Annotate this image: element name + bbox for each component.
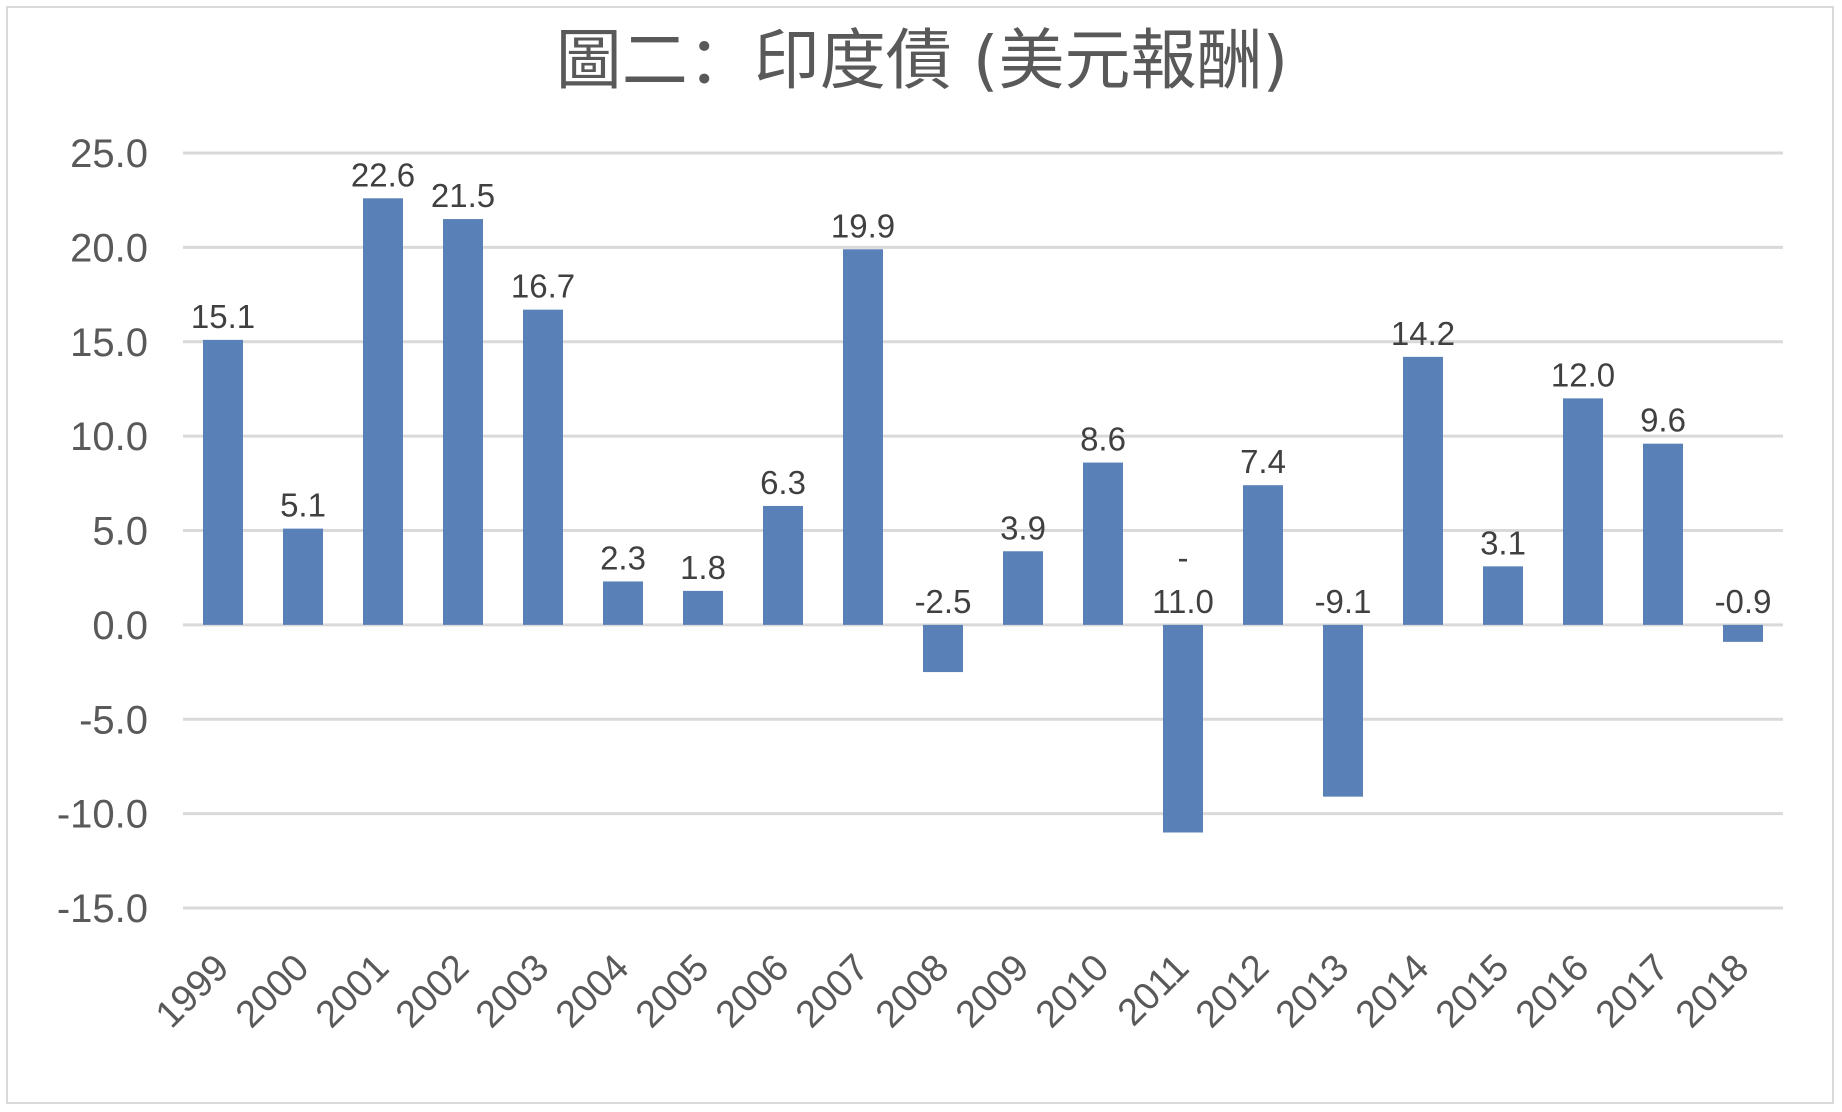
chart-frame: 圖二：印度債 (美元報酬) 25.0 20.0 15.0 10.0 5.0 0.0 -5.0… (6, 6, 1834, 1104)
bar-2011 (1163, 624, 1203, 833)
x-tick-label-2000: 2000 (228, 947, 317, 1036)
bar-2003 (523, 309, 563, 625)
bar-2006 (763, 505, 803, 625)
bar-2008 (923, 624, 963, 673)
bar-2010 (1083, 462, 1123, 625)
data-label-2001: 22.6 (351, 156, 415, 193)
bar-2012 (1243, 485, 1283, 625)
y-tick-label: 5.0 (92, 510, 148, 554)
x-tick-label-2016: 2016 (1508, 947, 1597, 1036)
x-tick-label-2001: 2001 (308, 947, 397, 1036)
y-tick-label: -10.0 (57, 793, 148, 837)
x-tick-label-1999: 1999 (148, 947, 237, 1036)
bar-2013 (1323, 624, 1363, 797)
data-label-2005: 1.8 (680, 549, 726, 586)
gridlines (183, 151, 1783, 910)
data-label-2010: 8.6 (1080, 421, 1126, 458)
x-tick-label-2006: 2006 (708, 947, 797, 1036)
bars (203, 198, 1763, 833)
x-tick-label-2014: 2014 (1348, 947, 1437, 1036)
data-label-2011: -11.0 (1152, 539, 1214, 620)
x-tick-label-2012: 2012 (1188, 947, 1277, 1036)
bar-1999 (203, 339, 243, 625)
data-label-2017: 9.6 (1640, 402, 1686, 439)
x-tick-label-2008: 2008 (868, 947, 957, 1036)
x-tick-label-2018: 2018 (1668, 947, 1757, 1036)
chart-title: 圖二：印度債 (美元報酬) (556, 22, 1288, 99)
y-tick-label: -5.0 (79, 698, 148, 742)
bar-2015 (1483, 566, 1523, 625)
data-label-2006: 6.3 (760, 464, 806, 501)
data-label-2015: 3.1 (1480, 524, 1526, 561)
x-tick-label-2002: 2002 (388, 947, 477, 1036)
data-labels: 15.1 5.1 22.6 21.5 16.7 2.3 1.8 6.3 19.9 -2.5 3.9 8… (191, 156, 1772, 620)
bar-2014 (1403, 356, 1443, 625)
x-axis-tick-labels: 1999200020012002200320042005200620072008… (148, 947, 1757, 1036)
data-label-2003: 16.7 (511, 268, 575, 305)
bar-2000 (283, 528, 323, 625)
data-label-2004: 2.3 (600, 539, 646, 576)
y-tick-label: 25.0 (70, 132, 148, 176)
data-label-2007: 19.9 (831, 207, 895, 244)
x-tick-label-2009: 2009 (948, 947, 1037, 1036)
bar-2018 (1723, 624, 1763, 642)
bar-2001 (363, 198, 403, 625)
bar-2004 (603, 581, 643, 625)
bar-chart: 圖二：印度債 (美元報酬) 25.0 20.0 15.0 10.0 5.0 0.0 -5.0… (57, 22, 1783, 1036)
x-tick-label-2010: 2010 (1028, 947, 1117, 1036)
data-label-2009: 3.9 (1000, 509, 1046, 546)
data-label-1999: 15.1 (191, 298, 255, 335)
x-tick-label-2003: 2003 (468, 947, 557, 1036)
data-label-2000: 5.1 (280, 487, 326, 524)
bar-2016 (1563, 398, 1603, 625)
data-label-2012: 7.4 (1240, 443, 1286, 480)
x-tick-label-2004: 2004 (548, 947, 637, 1036)
x-tick-label-2015: 2015 (1428, 947, 1517, 1036)
x-tick-label-2017: 2017 (1588, 947, 1677, 1036)
bar-2017 (1643, 443, 1683, 625)
y-axis-tick-labels: 25.0 20.0 15.0 10.0 5.0 0.0 -5.0 -10.0 -15.0 (57, 132, 148, 931)
data-label-2018: -0.9 (1715, 583, 1772, 620)
y-tick-label: 10.0 (70, 415, 148, 459)
data-label-2016: 12.0 (1551, 356, 1615, 393)
bar-2005 (683, 590, 723, 625)
bar-2009 (1003, 551, 1043, 625)
x-tick-label-2005: 2005 (628, 947, 717, 1036)
y-tick-label: 15.0 (70, 321, 148, 365)
x-tick-label-2013: 2013 (1268, 947, 1357, 1036)
bar-2007 (843, 249, 883, 625)
x-tick-label-2007: 2007 (788, 947, 877, 1036)
x-tick-label-2011: 2011 (1110, 947, 1197, 1034)
data-label-2002: 21.5 (431, 177, 495, 214)
data-label-2014: 14.2 (1391, 315, 1455, 352)
y-tick-label: 20.0 (70, 226, 148, 270)
y-tick-label: 0.0 (92, 604, 148, 648)
data-label-2008: -2.5 (915, 583, 972, 620)
data-label-2013: -9.1 (1315, 583, 1372, 620)
bar-2002 (443, 219, 483, 625)
y-tick-label: -15.0 (57, 887, 148, 931)
